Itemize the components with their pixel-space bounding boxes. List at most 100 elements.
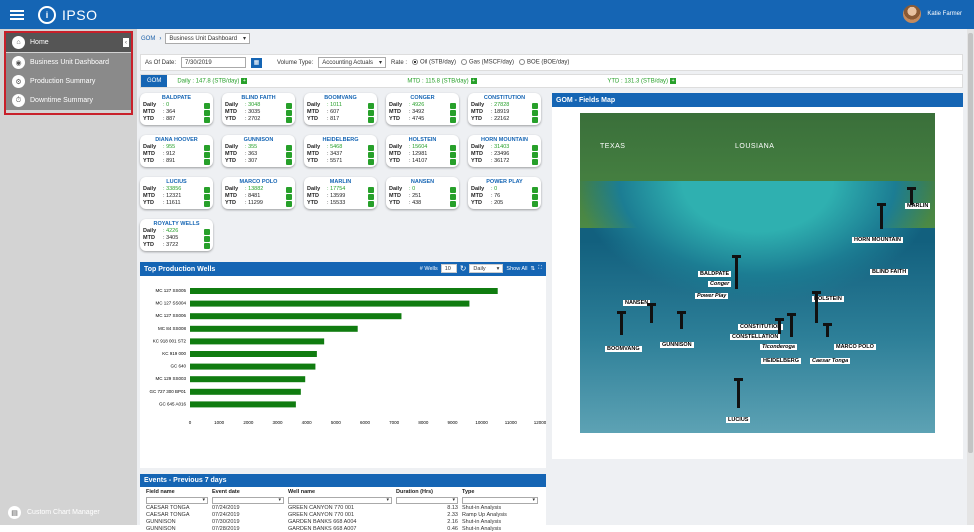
field-card[interactable]: HORN MOUNTAIN Daily: 31403 MTD: 23496 YTD: … [468, 135, 541, 167]
plus-icon[interactable] [532, 186, 538, 193]
map-label[interactable]: HOLSTEIN [812, 296, 844, 302]
platform-icon[interactable] [812, 291, 821, 323]
plus-icon[interactable] [286, 116, 292, 123]
plus-icon[interactable] [450, 102, 456, 109]
rate-oil-radio[interactable]: Oil (STB/day) [412, 59, 456, 66]
plus-icon[interactable] [368, 109, 374, 116]
plus-icon[interactable] [368, 116, 374, 123]
plus-icon[interactable] [532, 109, 538, 116]
plus-icon[interactable] [286, 186, 292, 193]
plus-icon[interactable] [450, 200, 456, 207]
plus-icon[interactable] [204, 235, 210, 242]
plus-icon[interactable]: + [241, 77, 248, 84]
sidebar-item-business-unit-dashboard[interactable]: ◉ Business Unit Dashboard [6, 53, 131, 72]
field-card[interactable]: BOOMVANG Daily: 1011 MTD: 607 YTD: 817 [304, 93, 377, 125]
calendar-icon[interactable]: ▦ [251, 57, 263, 68]
platform-icon[interactable] [787, 313, 796, 337]
collapse-icon[interactable]: ‹ [123, 38, 129, 47]
expand-icon[interactable]: ⛶ [538, 265, 542, 271]
map-label[interactable]: BLIND FAITH [870, 269, 909, 275]
bar[interactable] [190, 288, 498, 294]
plus-icon[interactable] [286, 151, 292, 158]
plus-icon[interactable] [368, 158, 374, 165]
plus-icon[interactable] [204, 193, 210, 200]
plus-icon[interactable] [286, 144, 292, 151]
plus-icon[interactable] [450, 193, 456, 200]
platform-icon[interactable] [775, 318, 784, 334]
user-menu[interactable]: Katie Farmer [903, 5, 962, 23]
filter-input[interactable]: ▾ [212, 496, 284, 504]
scrollbar-thumb[interactable] [968, 33, 973, 453]
plus-icon[interactable] [204, 228, 210, 235]
field-card[interactable]: CONGER Daily: 4926 MTD: 3492 YTD: 4745 [386, 93, 459, 125]
page-scrollbar[interactable] [967, 29, 974, 525]
refresh-icon[interactable]: ↻ [459, 264, 467, 273]
rate-gas-radio[interactable]: Gas (MSCF/day) [461, 59, 514, 66]
field-card[interactable]: DIANA HOOVER Daily: 955 MTD: 912 YTD: 891 [140, 135, 213, 167]
field-card[interactable]: NANSEN Daily: 0 MTD: 251 YTD: 438 [386, 177, 459, 209]
volume-type-select[interactable]: Accounting Actuals ▾ [318, 57, 386, 68]
platform-icon[interactable] [823, 323, 832, 337]
plus-icon[interactable] [450, 158, 456, 165]
map-label[interactable]: Ticonderoga [760, 344, 797, 350]
table-row[interactable]: GUNNISON 07/30/2019 GARDEN BANKS 668 A004 2… [144, 518, 540, 525]
field-card[interactable]: BALDPATE Daily: 0 MTD: 364 YTD: 887 [140, 93, 213, 125]
rate-boe-radio[interactable]: BOE (BOE/day) [519, 59, 569, 66]
platform-icon[interactable] [647, 303, 656, 323]
map-label[interactable]: CONSTELLATION [730, 334, 781, 340]
plus-icon[interactable] [286, 193, 292, 200]
plus-icon[interactable] [368, 151, 374, 158]
plus-icon[interactable] [204, 158, 210, 165]
plus-icon[interactable] [204, 242, 210, 249]
view-select[interactable]: Business Unit Dashboard ▾ [165, 33, 251, 44]
plus-icon[interactable] [286, 200, 292, 207]
plus-icon[interactable] [450, 116, 456, 123]
platform-icon[interactable] [732, 255, 741, 289]
map-label[interactable]: MARLIN [905, 203, 931, 209]
period-select[interactable]: Daily ▾ [469, 264, 504, 273]
map-label[interactable]: CONSTITUTION [738, 324, 784, 330]
field-card[interactable]: LUCIUS Daily: 33856 MTD: 12321 YTD: 11611 [140, 177, 213, 209]
plus-icon[interactable] [204, 151, 210, 158]
plus-icon[interactable] [286, 158, 292, 165]
plus-icon[interactable] [532, 158, 538, 165]
plus-icon[interactable] [204, 116, 210, 123]
field-card[interactable]: GUNNISON Daily: 355 MTD: 363 YTD: 307 [222, 135, 295, 167]
breadcrumb-root[interactable]: GOM [141, 35, 156, 42]
field-card[interactable]: MARCO POLO Daily: 13882 MTD: 8481 YTD: 1129… [222, 177, 295, 209]
bar[interactable] [190, 388, 301, 395]
platform-icon[interactable] [617, 311, 626, 335]
plus-icon[interactable] [532, 200, 538, 207]
plus-icon[interactable] [368, 102, 374, 109]
table-row[interactable]: CAESAR TONGA 07/24/2019 GREEN CANYON 770 0… [144, 504, 540, 511]
plus-icon[interactable] [450, 144, 456, 151]
plus-icon[interactable] [532, 102, 538, 109]
avatar[interactable] [903, 5, 922, 23]
plus-icon[interactable]: + [470, 77, 477, 84]
sidebar-item-downtime-summary[interactable]: ⏱ Downtime Summary [6, 91, 131, 110]
column-header[interactable]: Field name [146, 488, 175, 495]
plus-icon[interactable] [532, 193, 538, 200]
plus-icon[interactable] [286, 102, 292, 109]
plus-icon[interactable]: + [670, 77, 677, 84]
map-label[interactable]: BOOMVANG [605, 346, 642, 352]
platform-icon[interactable] [877, 203, 886, 229]
sort-icon[interactable]: ⇅ [530, 265, 536, 272]
column-header[interactable]: Type [462, 488, 475, 495]
column-header[interactable]: Well name [288, 488, 316, 495]
bar[interactable] [190, 376, 306, 383]
plus-icon[interactable] [368, 186, 374, 193]
bar[interactable] [190, 313, 402, 320]
bar[interactable] [190, 363, 316, 370]
filter-input[interactable]: ▾ [396, 496, 458, 504]
field-card[interactable]: ROYALTY WELLS Daily: 4226 MTD: 3405 YTD: 37… [140, 219, 213, 251]
plus-icon[interactable] [368, 144, 374, 151]
plus-icon[interactable] [450, 186, 456, 193]
plus-icon[interactable] [450, 151, 456, 158]
bar[interactable] [190, 325, 358, 332]
map-label[interactable]: Power Play [695, 293, 729, 299]
asof-date-input[interactable]: 7/30/2019 [181, 57, 247, 68]
sidebar-item-production-summary[interactable]: ⚙ Production Summary [6, 72, 131, 91]
plus-icon[interactable] [204, 102, 210, 109]
bar[interactable] [190, 300, 470, 307]
